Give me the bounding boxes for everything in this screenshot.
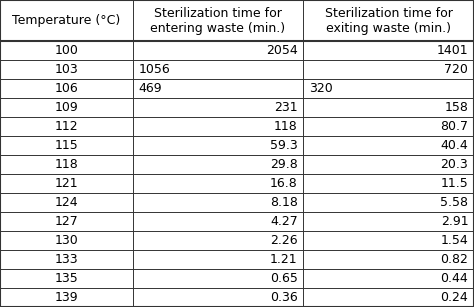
Text: 320: 320: [309, 82, 333, 95]
Text: 11.5: 11.5: [440, 177, 468, 190]
Text: 1401: 1401: [437, 45, 468, 57]
Text: 2.26: 2.26: [270, 234, 298, 247]
Text: 0.65: 0.65: [270, 272, 298, 285]
Text: 1056: 1056: [138, 64, 170, 76]
Text: 1.21: 1.21: [270, 253, 298, 266]
Text: 109: 109: [55, 101, 78, 114]
Text: 0.36: 0.36: [270, 291, 298, 304]
Text: 40.4: 40.4: [440, 139, 468, 152]
Text: 16.8: 16.8: [270, 177, 298, 190]
Text: Temperature (°C): Temperature (°C): [12, 14, 120, 27]
Text: 469: 469: [138, 82, 162, 95]
Text: 121: 121: [55, 177, 78, 190]
Text: 100: 100: [55, 45, 78, 57]
Text: 124: 124: [55, 196, 78, 209]
Text: 80.7: 80.7: [440, 120, 468, 133]
Text: 4.27: 4.27: [270, 215, 298, 228]
Text: 135: 135: [55, 272, 78, 285]
Text: 0.44: 0.44: [440, 272, 468, 285]
Text: 139: 139: [55, 291, 78, 304]
Text: Sterilization time for
exiting waste (min.): Sterilization time for exiting waste (mi…: [325, 7, 453, 35]
Text: 231: 231: [274, 101, 298, 114]
Text: 127: 127: [55, 215, 78, 228]
Text: 112: 112: [55, 120, 78, 133]
Text: 720: 720: [445, 64, 468, 76]
Text: 29.8: 29.8: [270, 158, 298, 171]
Text: 0.24: 0.24: [440, 291, 468, 304]
Text: 1.54: 1.54: [440, 234, 468, 247]
Text: 158: 158: [445, 101, 468, 114]
Text: 133: 133: [55, 253, 78, 266]
Text: 8.18: 8.18: [270, 196, 298, 209]
Text: Sterilization time for
entering waste (min.): Sterilization time for entering waste (m…: [150, 7, 286, 35]
Text: 2054: 2054: [266, 45, 298, 57]
Text: 115: 115: [55, 139, 78, 152]
Text: 0.82: 0.82: [440, 253, 468, 266]
Text: 2.91: 2.91: [441, 215, 468, 228]
Text: 118: 118: [55, 158, 78, 171]
Text: 118: 118: [274, 120, 298, 133]
Text: 106: 106: [55, 82, 78, 95]
Text: 5.58: 5.58: [440, 196, 468, 209]
Text: 59.3: 59.3: [270, 139, 298, 152]
Text: 20.3: 20.3: [440, 158, 468, 171]
Text: 130: 130: [55, 234, 78, 247]
Text: 103: 103: [55, 64, 78, 76]
